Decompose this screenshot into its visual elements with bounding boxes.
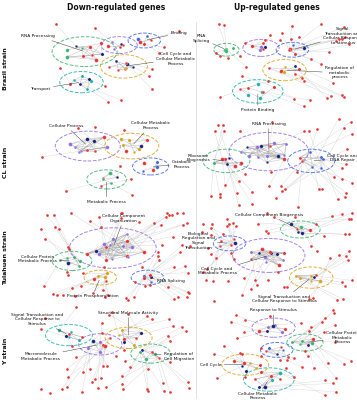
Text: Metabolic Process: Metabolic Process: [87, 182, 126, 204]
Text: Up-regulated genes: Up-regulated genes: [234, 3, 320, 12]
Text: Transport: Transport: [30, 82, 79, 91]
Text: Cell Cycle: Cell Cycle: [200, 363, 242, 367]
Text: CL strain: CL strain: [3, 147, 8, 178]
Text: Tulahuen strain: Tulahuen strain: [3, 230, 8, 285]
Text: Macromolecule
Metabolic Process: Macromolecule Metabolic Process: [21, 345, 97, 361]
Text: Cellular Component Biogenesis: Cellular Component Biogenesis: [235, 213, 303, 228]
Text: Cellular Metabolic
Process: Cellular Metabolic Process: [131, 122, 170, 144]
Text: Signal
Transduction and
Cellular Response
to stimulus: Signal Transduction and Cellular Respons…: [295, 27, 357, 49]
Text: Cellular Protein
Metabolic
Process: Cellular Protein Metabolic Process: [308, 331, 357, 344]
Text: Response to Stimulus: Response to Stimulus: [250, 308, 297, 325]
Text: RNA
Splicing: RNA Splicing: [193, 34, 224, 49]
Text: Cellular Process: Cellular Process: [49, 124, 86, 144]
Text: Cellular Component
Organization: Cellular Component Organization: [102, 214, 145, 245]
Text: Regulation of
metabolic
process: Regulation of metabolic process: [287, 66, 354, 80]
Text: Structural Molecule Activity: Structural Molecule Activity: [99, 311, 159, 335]
Text: Cell Cycle and
Metabolic Process: Cell Cycle and Metabolic Process: [197, 256, 266, 276]
Text: Ribosome
Biogenesis: Ribosome Biogenesis: [186, 154, 223, 162]
Text: Regulation of
Cell Migration: Regulation of Cell Migration: [154, 352, 194, 361]
Text: RNA Processing: RNA Processing: [21, 34, 82, 51]
Text: Binding: Binding: [147, 31, 187, 40]
Text: Brazil strain: Brazil strain: [3, 47, 8, 90]
Text: Cell Cycle and
DNA Repair: Cell Cycle and DNA Repair: [314, 154, 357, 162]
Text: Cellular Metabolic
Process: Cellular Metabolic Process: [238, 382, 277, 400]
Text: Signal Transduction and
Cellular Response to Stimulus: Signal Transduction and Cellular Respons…: [252, 279, 317, 303]
Text: Cell Cycle and
Cellular Metabolic
Process: Cell Cycle and Cellular Metabolic Proces…: [127, 52, 195, 66]
Text: Protein Binding: Protein Binding: [241, 94, 275, 112]
Text: RNA Splicing: RNA Splicing: [150, 278, 185, 283]
Text: Down-regulated genes: Down-regulated genes: [67, 3, 165, 12]
Text: Protein Phosphorylation: Protein Phosphorylation: [67, 280, 118, 298]
Text: Biological
Regulation and
Signal
Transduction: Biological Regulation and Signal Transdu…: [182, 232, 227, 250]
Text: Y strain: Y strain: [3, 338, 8, 365]
Text: Catabolic
Process: Catabolic Process: [154, 160, 192, 169]
Text: Signal Transduction and
Cellular Response to
Stimulus: Signal Transduction and Cellular Respons…: [11, 313, 66, 334]
Text: RNA Processing: RNA Processing: [252, 122, 286, 149]
Text: Cellular Protein
Metabolic Process: Cellular Protein Metabolic Process: [18, 255, 69, 264]
